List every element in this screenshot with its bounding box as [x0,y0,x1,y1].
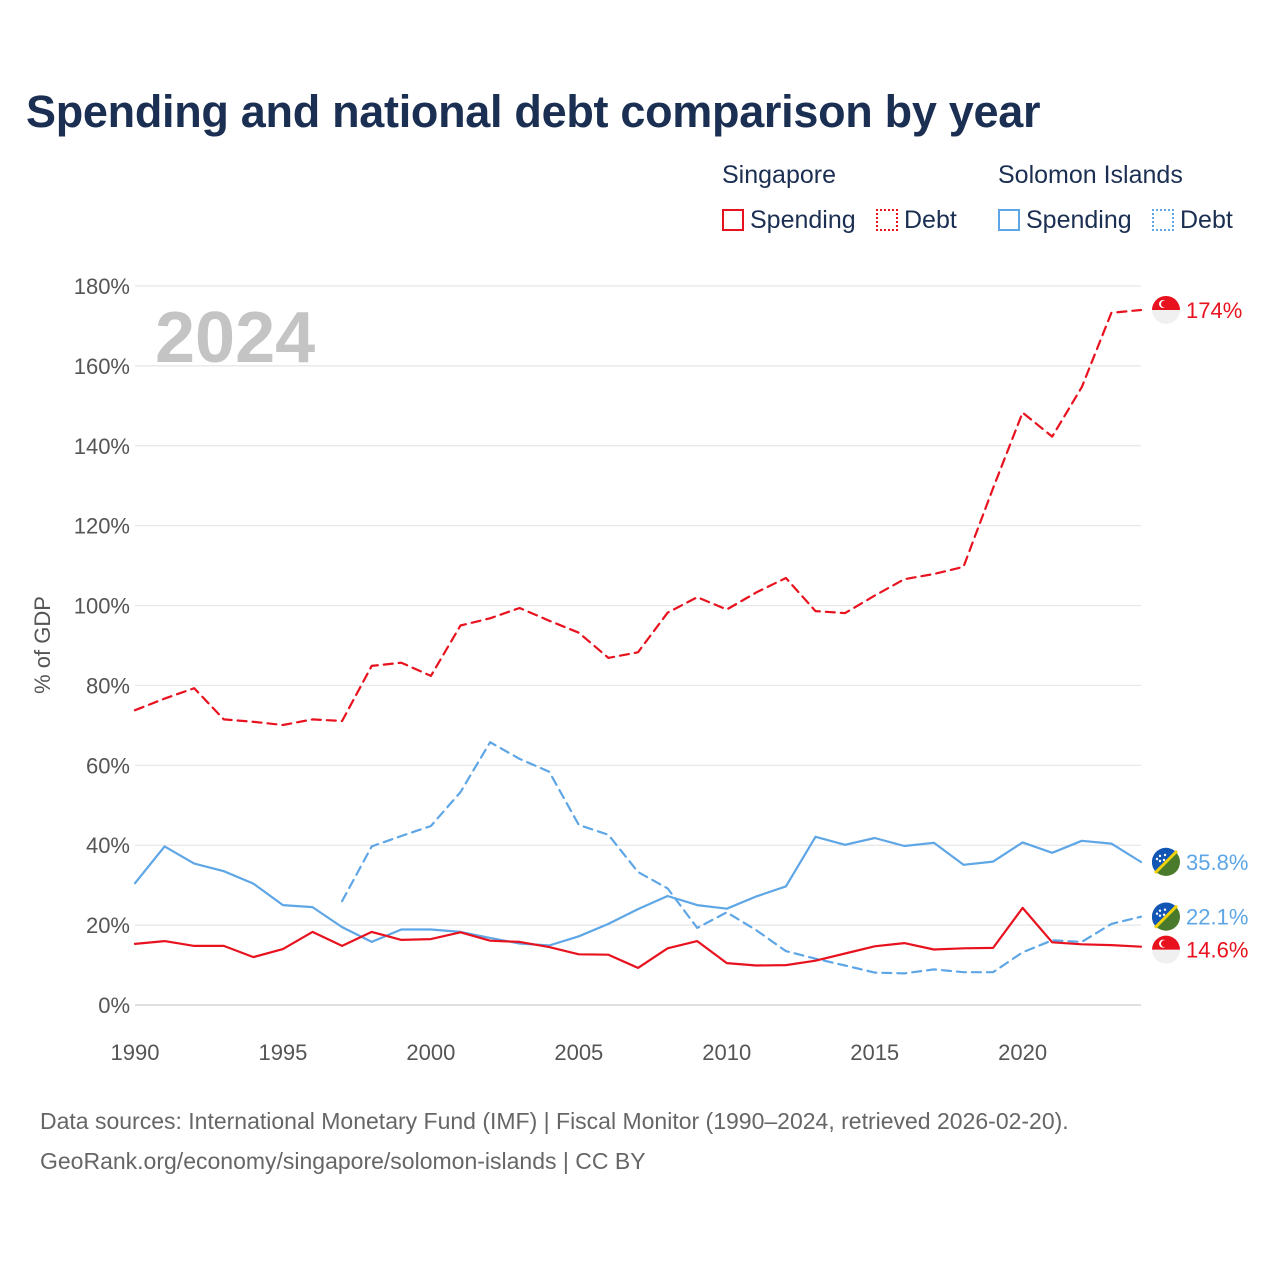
singapore-flag-icon [1152,935,1181,964]
series-lines [133,308,1143,975]
end-markers: 174% 35.8% 22.1% 14.6% [1151,295,1248,964]
series-line-singapore-spending [133,906,1143,970]
flag-star [1158,859,1162,863]
legend-swatch-solid-red [722,209,744,231]
x-tick-label: 1990 [111,1040,160,1065]
end-label-solomon-islands-spending: 35.8% [1186,850,1248,875]
legend-label-solomon-debt: Debt [1180,205,1233,234]
flag-star [1162,858,1166,862]
x-tick-label: 2010 [702,1040,751,1065]
flag-star [1162,913,1166,916]
legend-label-singapore-debt: Debt [904,205,957,234]
flag-star [1155,912,1159,915]
y-tick-label: 80% [86,673,130,698]
legend-group-singapore: Singapore [722,161,836,189]
y-axis-label: % of GDP [30,596,55,694]
legend-item-solomon-debt[interactable]: Debt [1152,204,1233,236]
flag-stripe [1153,849,1179,875]
y-axis-ticks: 0% 20% 40% 60% 80% 100% 120% 140% 160% 180% [74,274,130,1018]
y-tick-label: 100% [74,594,130,619]
y-tick-label: 0% [98,993,130,1018]
grid-lines [135,285,1141,1006]
legend-item-singapore-debt[interactable]: Debt [876,204,957,236]
y-tick-label: 20% [86,913,130,938]
flag-stripe [1153,904,1179,929]
flag-star [1158,854,1162,858]
flag-star [1163,908,1167,911]
singapore-flag-icon [1152,295,1181,324]
end-label-singapore-debt: 174% [1186,298,1242,323]
legend-label-solomon-spending: Spending [1026,205,1132,234]
series-line-singapore-debt [133,308,1143,727]
x-tick-label: 2020 [998,1040,1047,1065]
y-tick-label: 40% [86,833,130,858]
y-tick-label: 180% [74,274,130,299]
end-label-singapore-spending: 14.6% [1186,938,1248,963]
x-axis-ticks: 1990 1995 2000 2005 2010 2015 2020 [111,1040,1048,1065]
flag-star [1163,853,1167,857]
y-tick-label: 140% [74,434,130,459]
y-tick-label: 60% [86,753,130,778]
legend-swatch-dotted-red [876,209,898,231]
y-tick-label: 160% [74,354,130,379]
flag-crescent-cut [1161,300,1168,308]
legend-swatch-dotted-blue [1152,209,1174,231]
solomon-islands-flag-icon [1151,847,1180,876]
y-tick-label: 120% [74,514,130,539]
legend-item-singapore-spending[interactable]: Spending [722,204,856,236]
x-tick-label: 2005 [554,1040,603,1065]
flag-star [1158,909,1162,912]
x-tick-label: 2015 [850,1040,899,1065]
chart-title: Spending and national debt comparison by… [26,86,1041,137]
legend-swatch-solid-blue [998,209,1020,231]
year-watermark: 2024 [155,298,315,378]
footer-sources: Data sources: International Monetary Fun… [40,1108,1069,1134]
series-line-solomon-islands-debt [341,741,1143,975]
flag-crescent-cut [1161,940,1168,948]
x-tick-label: 1995 [258,1040,307,1065]
series-line-solomon-islands-spending [133,835,1143,947]
footer-credit: GeoRank.org/economy/singapore/solomon-is… [40,1148,646,1174]
flag-star [1155,857,1159,861]
x-tick-label: 2000 [406,1040,455,1065]
flag-star [1158,914,1162,917]
legend-item-solomon-spending[interactable]: Spending [998,204,1132,236]
legend-label-singapore-spending: Spending [750,205,856,234]
end-label-solomon-islands-debt: 22.1% [1186,905,1248,930]
legend-group-solomon-islands: Solomon Islands [998,161,1183,189]
solomon-islands-flag-icon [1151,902,1180,931]
